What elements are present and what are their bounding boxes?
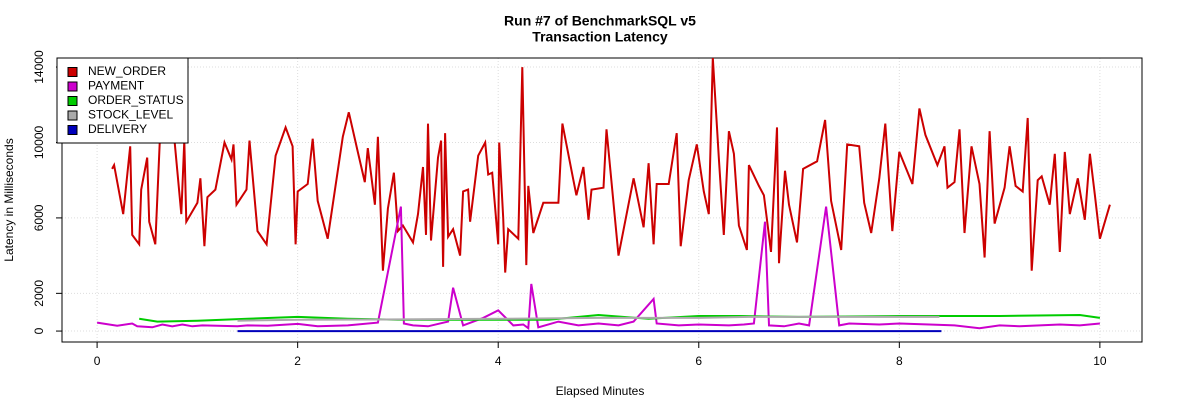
x-tick-label: 8: [896, 354, 903, 368]
chart-title: Run #7 of BenchmarkSQL v5: [504, 13, 696, 29]
y-axis-label: Latency in Milliseconds: [2, 138, 16, 261]
x-tick-label: 10: [1093, 354, 1107, 368]
y-tick-label: 6000: [32, 204, 46, 231]
chart-subtitle: Transaction Latency: [532, 29, 668, 45]
legend-swatch: [67, 110, 78, 121]
series-line: [237, 315, 940, 322]
legend-swatch: [67, 81, 78, 92]
legend-swatch: [67, 67, 78, 77]
legend-label: ORDER_STATUS: [88, 93, 184, 107]
legend-swatch: [67, 96, 78, 106]
x-tick-label: 2: [294, 354, 301, 368]
y-tick-label: 2000: [32, 280, 46, 307]
legend-box: [56, 57, 189, 144]
legend-label: DELIVERY: [88, 122, 147, 136]
x-tick-label: 4: [495, 354, 502, 368]
legend-label: PAYMENT: [88, 79, 145, 93]
series-line: [96, 206, 1100, 331]
legend-label: NEW_ORDER: [88, 64, 166, 78]
y-tick-label: 10000: [32, 125, 46, 159]
x-axis-label: Elapsed Minutes: [556, 384, 645, 398]
x-tick-label: 0: [94, 354, 101, 368]
plot-frame: [61, 57, 1143, 343]
x-tick-label: 6: [695, 354, 702, 368]
y-tick-label: 14000: [32, 50, 46, 84]
legend-swatch: [67, 125, 78, 135]
y-tick-label: 0: [32, 327, 46, 334]
series-line: [111, 58, 1111, 273]
legend-label: STOCK_LEVEL: [88, 108, 173, 122]
